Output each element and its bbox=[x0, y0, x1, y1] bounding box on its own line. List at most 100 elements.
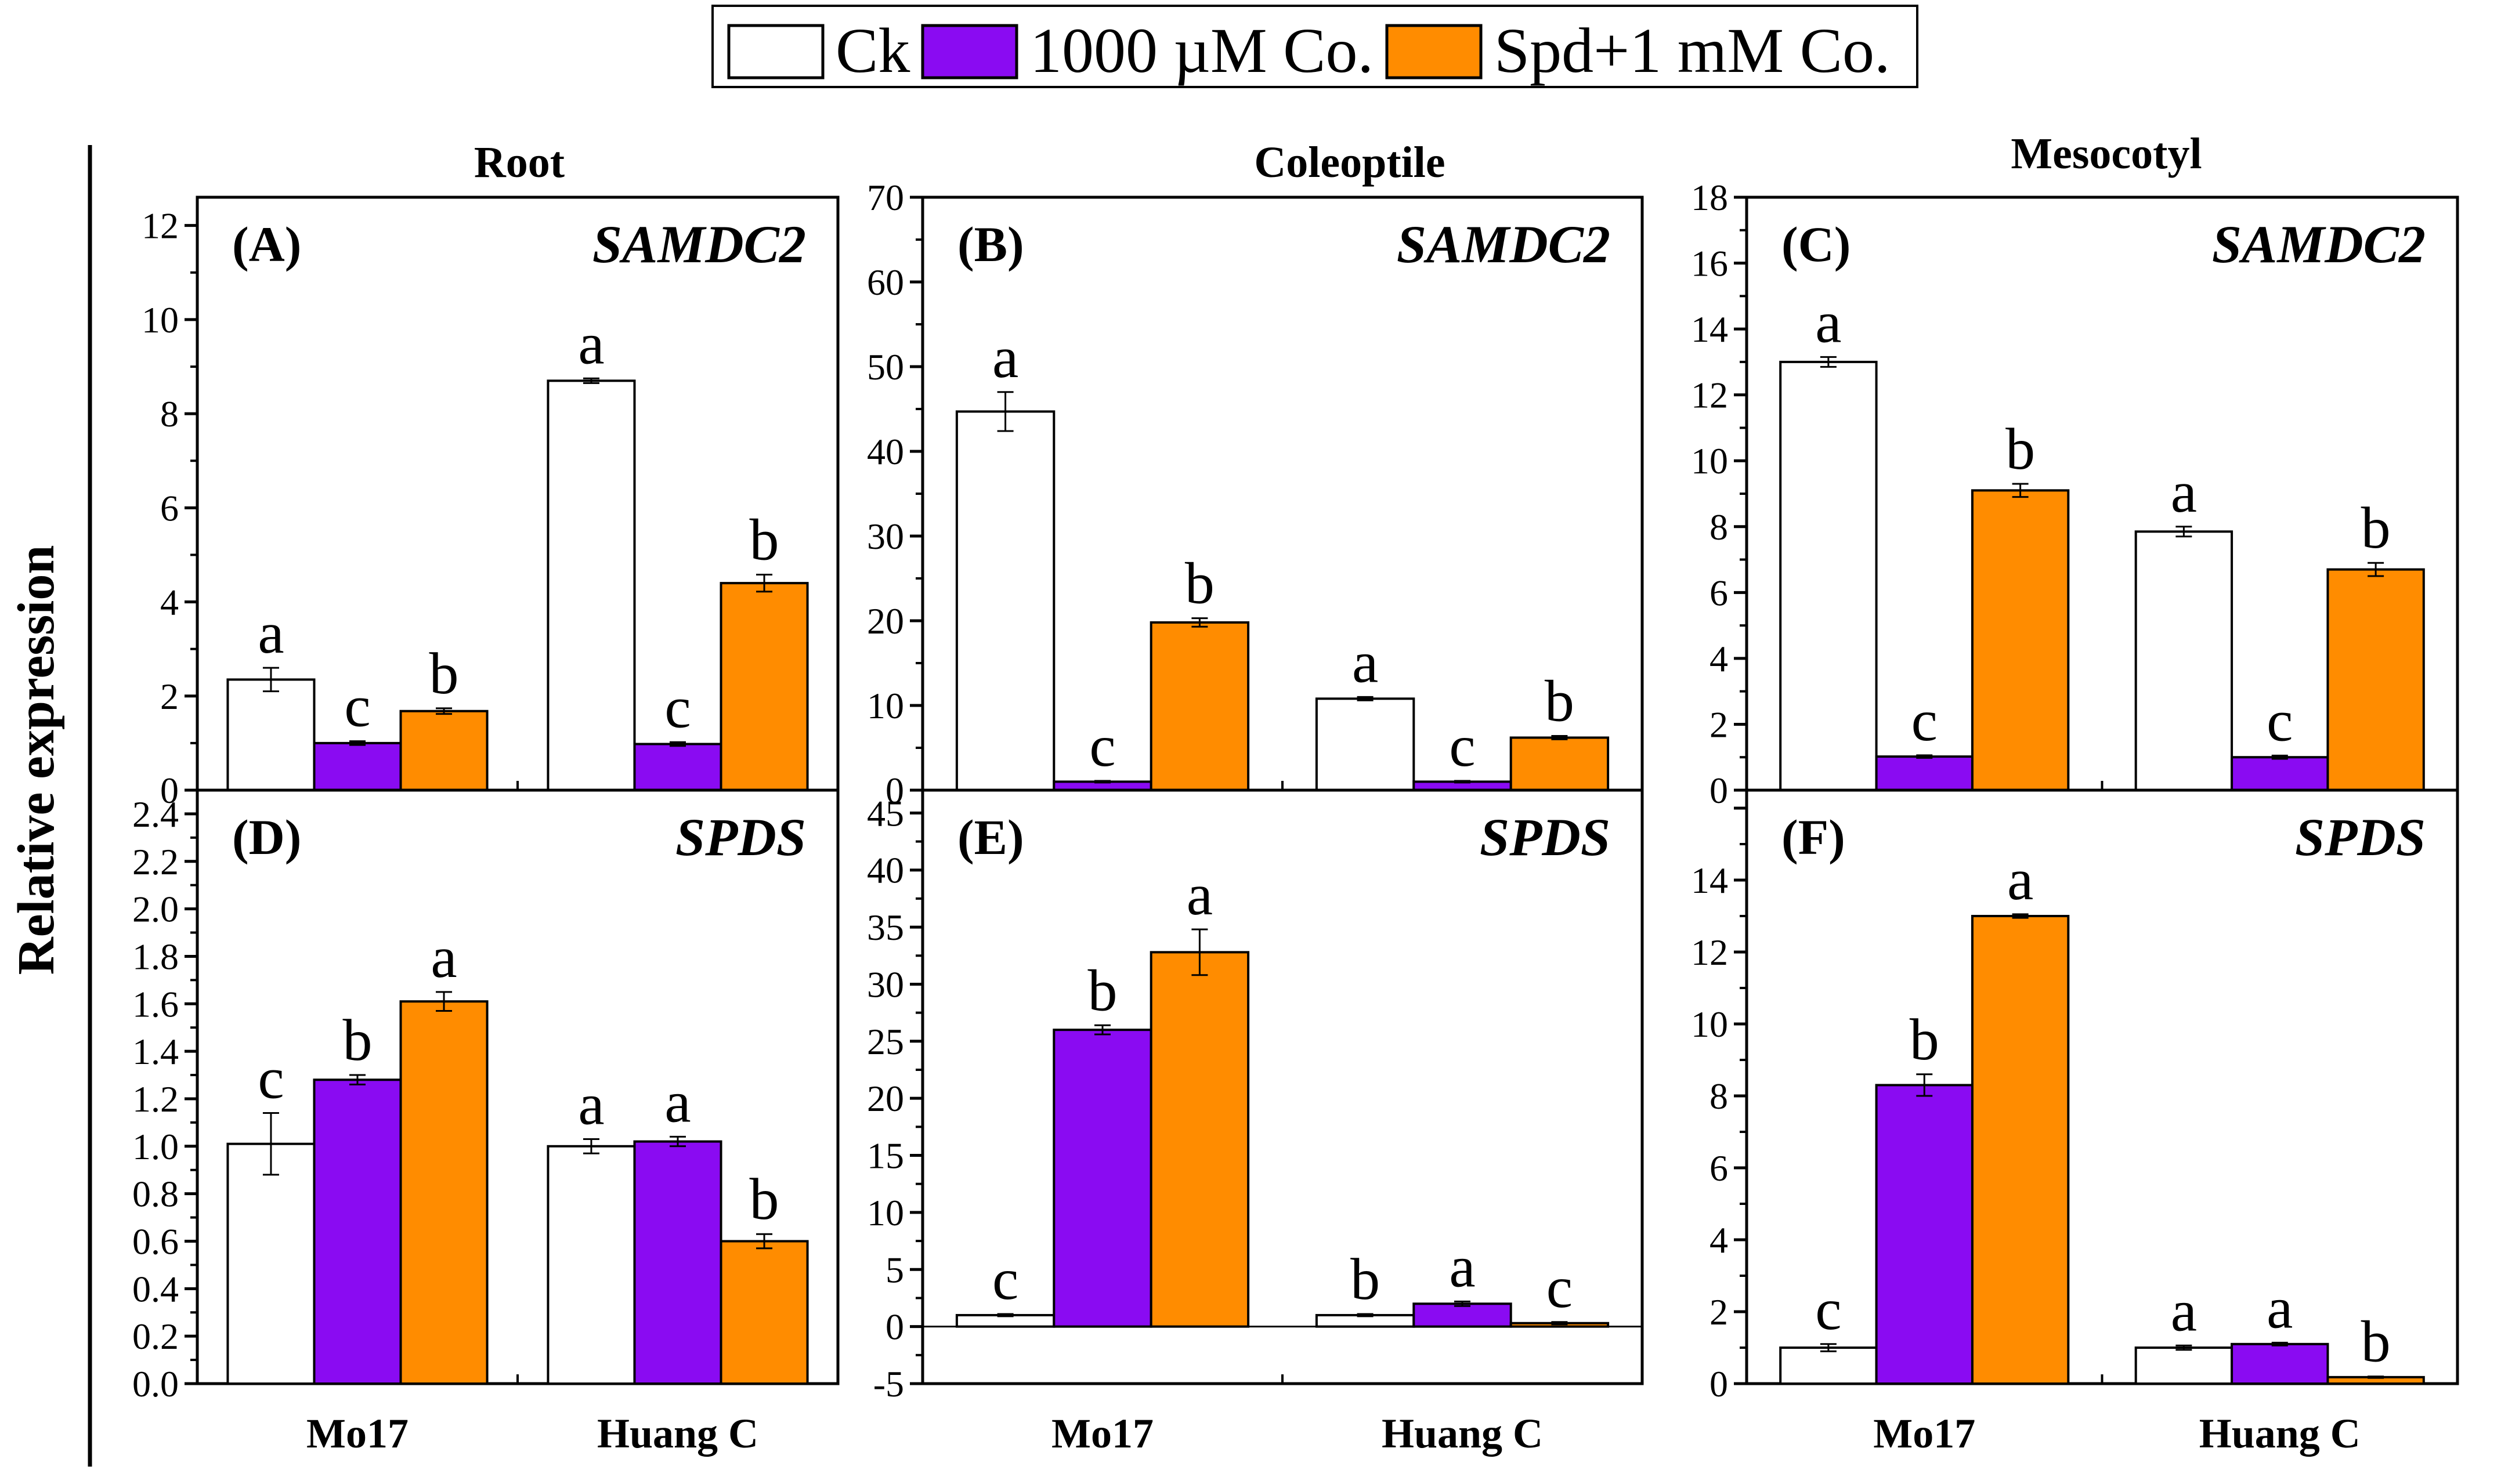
y-tick-label: 8 bbox=[1710, 506, 1728, 548]
y-tick-label: 50 bbox=[867, 346, 904, 388]
y-tick-label: 1.2 bbox=[132, 1078, 179, 1120]
y-tick-label: 6 bbox=[160, 487, 179, 529]
significance-letter: b bbox=[1545, 669, 1574, 734]
y-tick-label: 0.0 bbox=[132, 1363, 179, 1405]
bar bbox=[1509, 736, 1610, 791]
bar bbox=[226, 678, 316, 792]
y-tick-label: 10 bbox=[867, 685, 904, 726]
legend-label-spd: Spd+1 mM Co. bbox=[1494, 15, 1890, 86]
y-tick-label: 0.4 bbox=[132, 1268, 179, 1309]
significance-letter: c bbox=[2267, 688, 2293, 754]
y-tick-label: 0.8 bbox=[132, 1174, 179, 1215]
bar bbox=[547, 379, 636, 791]
significance-letter: b bbox=[1910, 1007, 1939, 1073]
bar bbox=[2231, 756, 2329, 791]
bar bbox=[955, 410, 1056, 791]
significance-letter: a bbox=[578, 1072, 604, 1138]
category-label: Huang C bbox=[2199, 1410, 2361, 1457]
bar bbox=[547, 1145, 636, 1385]
panel-label: (B) bbox=[957, 216, 1024, 272]
gene-label: SAMDC2 bbox=[2212, 215, 2426, 274]
significance-letter: c bbox=[1815, 1277, 1841, 1342]
bar bbox=[1053, 1029, 1152, 1328]
bar bbox=[399, 710, 489, 791]
y-tick-label: 12 bbox=[142, 205, 179, 247]
bar bbox=[720, 582, 809, 791]
legend-label-co: 1000 µM Co. bbox=[1030, 15, 1374, 86]
bar bbox=[633, 743, 722, 791]
bar bbox=[313, 741, 402, 792]
category-label: Mo17 bbox=[1873, 1410, 1975, 1457]
significance-letter: a bbox=[2007, 847, 2033, 913]
y-tick-label: 0 bbox=[886, 1306, 904, 1348]
y-tick-label: 1.4 bbox=[132, 1031, 179, 1072]
y-tick-label: 14 bbox=[1691, 860, 1728, 901]
panel-e: -5 0 5 10 15 20 25 30 35 40 45 Mo17 c b a Huang C b a c (E)… bbox=[867, 788, 1644, 1457]
bar bbox=[1779, 360, 1878, 791]
gene-label: SPDS bbox=[1480, 808, 1610, 867]
y-tick-label: 10 bbox=[1691, 1004, 1728, 1045]
y-tick-label: 20 bbox=[867, 600, 904, 642]
y-tick-label: 5 bbox=[886, 1249, 904, 1290]
bar bbox=[2326, 568, 2425, 791]
legend-swatch-co bbox=[921, 24, 1018, 79]
panel-label: (A) bbox=[232, 216, 301, 272]
column-title-root: Root bbox=[474, 138, 565, 187]
category-label: Mo17 bbox=[306, 1410, 409, 1457]
gene-label: SPDS bbox=[675, 808, 806, 867]
y-tick-label: 2.4 bbox=[132, 794, 179, 835]
y-tick-label: 45 bbox=[867, 792, 904, 834]
bar bbox=[1315, 697, 1415, 791]
significance-letter: a bbox=[578, 311, 604, 377]
panel-b: 0 10 20 30 40 50 60 70 a c b a c b (B) SAMDC2 bbox=[867, 177, 1644, 811]
y-tick-label: 2.2 bbox=[132, 841, 179, 882]
significance-letter: a bbox=[2171, 1278, 2197, 1344]
panel-d: 0.0 0.2 0.4 0.6 0.8 1.0 1.2 1.4 1.6 1.8 2.0 2.2 2.4 M… bbox=[132, 788, 840, 1457]
y-tick-label: 0.6 bbox=[132, 1221, 179, 1262]
y-tick-label: 0 bbox=[160, 770, 179, 811]
gene-label: SAMDC2 bbox=[1397, 215, 1610, 274]
significance-letter: b bbox=[1185, 551, 1215, 617]
legend-frame bbox=[711, 5, 1918, 88]
significance-letter: a bbox=[1187, 862, 1213, 928]
significance-letter: b bbox=[1350, 1247, 1380, 1312]
bar bbox=[1412, 1302, 1512, 1328]
legend-label-ck: Ck bbox=[836, 15, 910, 86]
y-tick-label: 40 bbox=[867, 850, 904, 891]
category-label: Mo17 bbox=[1051, 1410, 1154, 1457]
panel-label: (D) bbox=[232, 809, 301, 865]
significance-letter: c bbox=[1911, 688, 1938, 754]
y-tick-label: 15 bbox=[867, 1135, 904, 1177]
y-tick-label: 0.2 bbox=[132, 1316, 179, 1357]
bar bbox=[720, 1240, 809, 1385]
significance-letter: a bbox=[1815, 289, 1841, 355]
y-tick-label: 1.6 bbox=[132, 983, 179, 1025]
y-tick-label: 8 bbox=[160, 393, 179, 435]
y-tick-label: 2 bbox=[160, 676, 179, 717]
significance-letter: c bbox=[992, 1247, 1018, 1312]
y-tick-label: 30 bbox=[867, 516, 904, 557]
significance-letter: a bbox=[258, 600, 284, 666]
y-tick-label: 25 bbox=[867, 1021, 904, 1062]
y-tick-label: 60 bbox=[867, 262, 904, 303]
y-tick-label: 4 bbox=[1710, 1219, 1728, 1261]
significance-letter: a bbox=[1352, 629, 1378, 695]
gene-label: SPDS bbox=[2295, 808, 2426, 867]
y-tick-label: -5 bbox=[873, 1363, 904, 1405]
panel-f: 0 2 4 6 8 10 12 14 Mo17 c b a Huang C a a b (F) SPDS bbox=[1691, 788, 2459, 1457]
significance-letter: a bbox=[431, 925, 457, 990]
y-tick-label: 1.8 bbox=[132, 936, 179, 977]
significance-letter: c bbox=[664, 675, 691, 740]
y-tick-label: 10 bbox=[1691, 440, 1728, 482]
bar bbox=[1150, 951, 1250, 1328]
bar bbox=[2231, 1342, 2329, 1385]
y-tick-label: 10 bbox=[142, 299, 179, 341]
plot-frame bbox=[1745, 788, 2459, 1385]
significance-letter: b bbox=[1088, 958, 1118, 1023]
significance-letter: c bbox=[1449, 714, 1475, 779]
y-tick-label: 2.0 bbox=[132, 889, 179, 930]
legend-swatch-ck bbox=[727, 24, 825, 79]
significance-letter: a bbox=[2267, 1275, 2293, 1341]
y-tick-label: 12 bbox=[1691, 375, 1728, 416]
